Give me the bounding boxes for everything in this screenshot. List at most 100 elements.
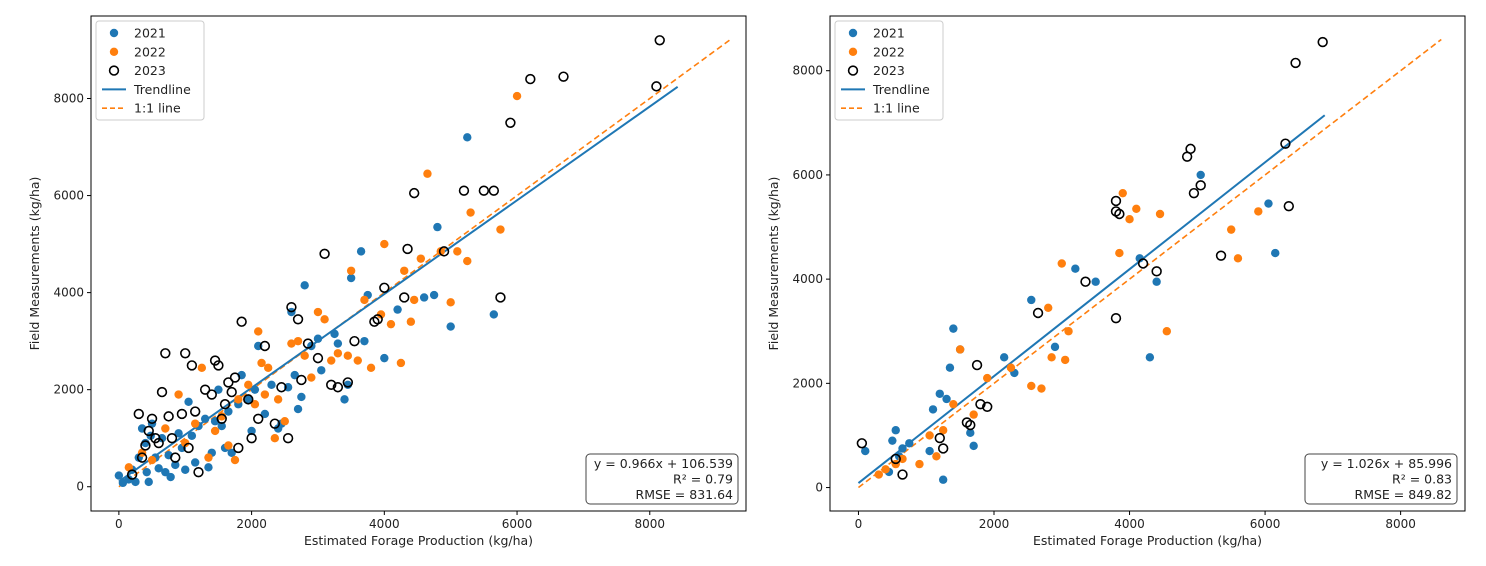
point-2023: [156, 386, 168, 398]
point-2021: [419, 293, 429, 302]
point-2021: [925, 446, 934, 456]
legend-item-2022: 2022: [109, 44, 166, 59]
point-2023: [186, 360, 198, 371]
point-2021: [945, 363, 955, 372]
legend-label-trendline: Trendline: [872, 82, 930, 97]
point-2023: [488, 185, 500, 196]
point-2022: [1132, 204, 1141, 213]
y-axis-label: Field Measurements (kg/ha): [27, 177, 42, 351]
point-2022: [1027, 381, 1036, 391]
point-2023: [160, 348, 171, 359]
x-tick-label: 8000: [1385, 517, 1416, 531]
point-2023: [199, 384, 211, 395]
y-tick-label: 2000: [53, 383, 84, 397]
y-tick-label: 4000: [53, 286, 84, 300]
point-2021: [131, 477, 140, 487]
point-2022: [313, 307, 323, 317]
legend-label-2023: 2023: [873, 63, 905, 78]
point-2023: [246, 433, 257, 444]
point-2023: [1283, 200, 1294, 212]
point-2022: [333, 349, 343, 358]
x-tick-label: 4000: [369, 517, 400, 531]
point-2023: [1280, 138, 1291, 149]
point-2021: [124, 475, 134, 484]
point-2021: [244, 395, 253, 404]
point-2023: [1151, 266, 1162, 277]
point-2021: [393, 305, 402, 314]
point-2023: [332, 382, 344, 393]
point-2022: [1064, 327, 1073, 336]
x-tick-label: 0: [855, 517, 863, 531]
point-2023: [934, 432, 945, 444]
x-tick-label: 6000: [1250, 517, 1281, 531]
point-2021: [999, 353, 1009, 362]
point-2023: [312, 352, 324, 364]
point-2023: [276, 382, 287, 393]
point-2023: [651, 81, 662, 92]
point-2022: [293, 336, 303, 346]
point-2022: [416, 254, 426, 263]
point-2022: [280, 417, 289, 426]
point-2022: [1037, 384, 1046, 393]
point-2021: [949, 324, 958, 333]
point-2021: [144, 477, 153, 487]
x-tick-label: 6000: [502, 517, 533, 531]
x-tick-label: 0: [115, 517, 123, 531]
point-2021: [380, 353, 389, 363]
point-2023: [319, 248, 330, 259]
point-2022: [197, 363, 207, 373]
y-tick-label: 0: [815, 481, 823, 495]
point-2023: [379, 282, 390, 293]
point-2023: [402, 243, 413, 255]
point-2022: [453, 247, 462, 256]
point-2021: [267, 380, 276, 390]
point-2023: [965, 419, 976, 431]
point-2021: [1152, 277, 1161, 286]
point-2021: [247, 426, 256, 436]
point-2022: [254, 327, 263, 336]
legend-marker-2021: [848, 28, 858, 38]
point-2023: [233, 442, 244, 454]
point-2022: [270, 434, 280, 443]
point-2023: [971, 359, 983, 371]
point-2023: [133, 408, 144, 420]
point-2021: [227, 448, 236, 457]
point-2022: [210, 426, 220, 436]
legend-label-2022: 2022: [873, 44, 905, 59]
point-2022: [915, 459, 924, 469]
stats-box: y = 1.026x + 85.996 R² = 0.83 RMSE = 849…: [1304, 453, 1458, 505]
legend-item-2022: 2022: [848, 44, 905, 59]
point-2023: [183, 442, 194, 454]
point-2023: [505, 117, 516, 128]
point-2023: [189, 406, 201, 417]
stats-r2: R² = 0.83: [1392, 472, 1452, 487]
stats-box-frame: [585, 453, 739, 505]
x-tick-label: 8000: [635, 517, 666, 531]
plot-frame: [829, 15, 1466, 512]
legend-item-oneone: 1:1 line: [841, 101, 920, 116]
stats-box: y = 0.966x + 106.539 R² = 0.79 RMSE = 83…: [585, 453, 739, 505]
point-2023: [193, 466, 204, 478]
stats-rmse: RMSE = 831.64: [636, 487, 734, 502]
point-2022: [181, 438, 190, 448]
point-2023: [163, 411, 174, 422]
point-2023: [408, 187, 420, 199]
point-2022: [466, 208, 475, 217]
point-2021: [905, 439, 914, 448]
point-2021: [184, 397, 193, 407]
legend-item-2023: 2023: [108, 63, 166, 78]
legend-marker-2023: [847, 65, 859, 76]
point-2022: [343, 351, 353, 360]
point-2022: [1115, 248, 1124, 258]
point-2022: [230, 455, 240, 465]
point-2021: [187, 431, 197, 440]
point-2023: [399, 292, 410, 303]
point-2021: [154, 464, 163, 473]
trendline: [118, 86, 679, 483]
point-2023: [1032, 307, 1044, 319]
point-2022: [983, 373, 992, 383]
point-2021: [898, 444, 907, 453]
point-2022: [932, 452, 941, 461]
point-2021: [214, 385, 223, 394]
point-2022: [1044, 303, 1053, 312]
